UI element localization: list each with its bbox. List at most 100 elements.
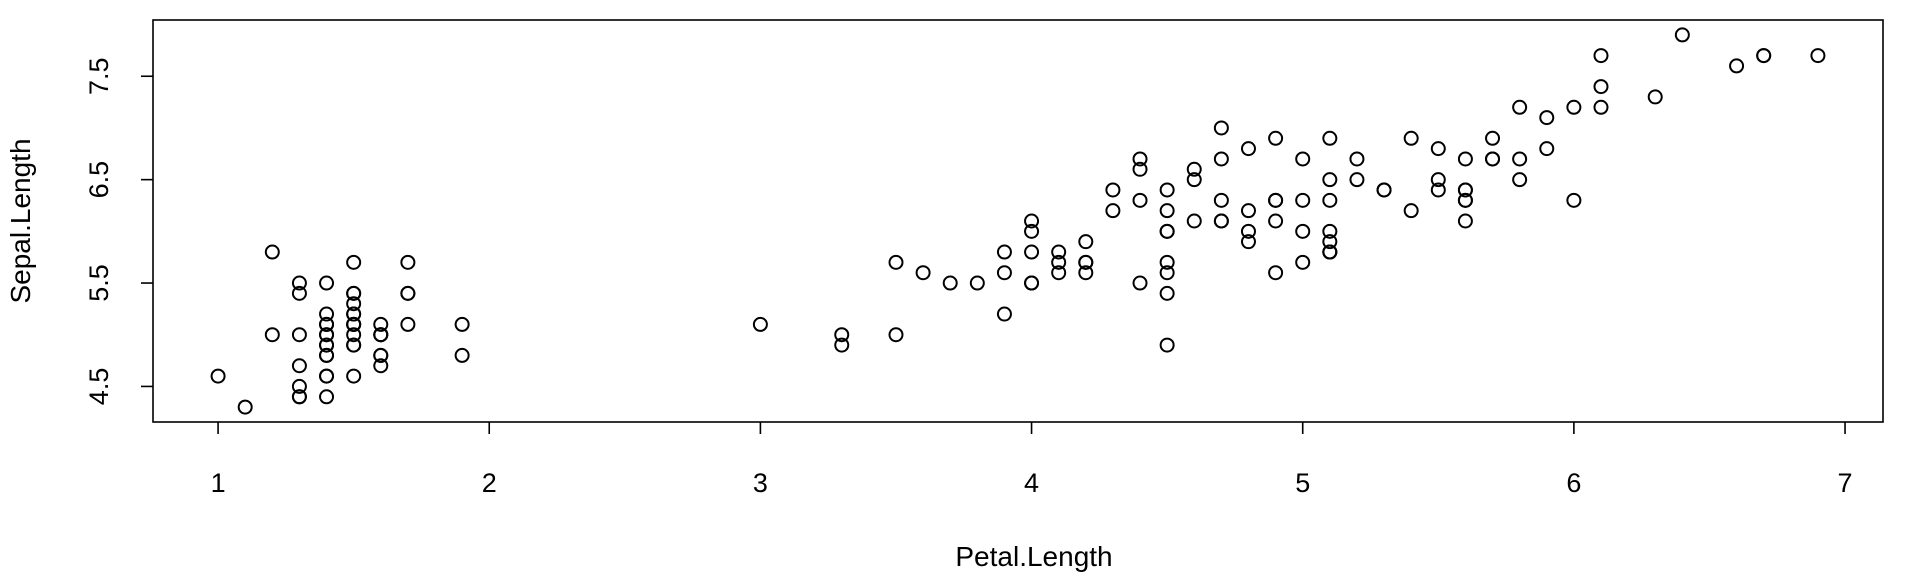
data-point-98: [752, 316, 768, 332]
data-point-34: [346, 337, 362, 353]
x-tick-label-6: 7: [1838, 468, 1853, 498]
data-point-37: [319, 337, 335, 353]
plot-frame: [152, 19, 1884, 423]
data-point-16: [291, 285, 307, 301]
data-point-92: [1024, 244, 1040, 260]
data-point-145: [1349, 151, 1365, 167]
data-point-88: [1051, 265, 1067, 281]
data-point-45: [319, 347, 335, 363]
data-point-127: [1268, 213, 1284, 229]
x-tick-label-5: 6: [1566, 468, 1581, 498]
data-point-86: [1213, 151, 1229, 167]
data-point-18: [400, 254, 416, 270]
data-point-59: [996, 306, 1012, 322]
data-point-143: [1539, 141, 1555, 157]
data-point-17: [319, 316, 335, 332]
data-point-35: [264, 327, 280, 343]
data-point-75: [1132, 161, 1148, 177]
data-point-7: [346, 327, 362, 343]
data-point-64: [915, 265, 931, 281]
data-point-122: [1756, 48, 1772, 64]
data-point-36: [291, 275, 307, 291]
data-point-31: [346, 285, 362, 301]
data-point-123: [1268, 192, 1284, 208]
data-point-44: [454, 316, 470, 332]
data-point-29: [373, 358, 389, 374]
data-point-49: [319, 327, 335, 343]
data-point-142: [1322, 244, 1338, 260]
data-point-73: [1213, 213, 1229, 229]
data-point-85: [1159, 223, 1175, 239]
data-point-77: [1295, 151, 1311, 167]
data-point-8: [319, 389, 335, 405]
data-point-90: [1132, 275, 1148, 291]
data-point-84: [1159, 285, 1175, 301]
data-point-87: [1132, 192, 1148, 208]
data-point-66: [1159, 265, 1175, 281]
data-point-42: [291, 389, 307, 405]
data-point-147: [1349, 172, 1365, 188]
data-point-51: [1159, 182, 1175, 198]
data-point-23: [400, 316, 416, 332]
y-tick-label-3: 7.5: [84, 57, 114, 95]
data-point-133: [1322, 192, 1338, 208]
data-point-55: [1159, 254, 1175, 270]
data-point-71: [1024, 213, 1040, 229]
y-tick-label-1: 5.5: [84, 264, 114, 302]
x-tick-label-3: 4: [1024, 468, 1039, 498]
data-point-40: [291, 327, 307, 343]
data-point-126: [1240, 203, 1256, 219]
data-point-30: [373, 347, 389, 363]
data-point-20: [400, 285, 416, 301]
data-point-134: [1457, 213, 1473, 229]
data-point-89: [1024, 275, 1040, 291]
data-point-125: [1566, 99, 1582, 115]
data-point-144: [1485, 151, 1501, 167]
y-axis-title: Sepal.Length: [5, 138, 36, 303]
data-point-13: [237, 399, 253, 415]
data-point-3: [346, 368, 362, 384]
data-point-131: [1674, 27, 1690, 43]
data-point-60: [888, 327, 904, 343]
data-point-102: [1539, 110, 1555, 126]
x-axis: 1 2 3 4 5 6 7: [211, 422, 1853, 498]
data-point-141: [1322, 130, 1338, 146]
data-point-14: [264, 244, 280, 260]
data-points: [210, 27, 1826, 415]
x-tick-label-2: 3: [753, 468, 768, 498]
data-point-115: [1376, 182, 1392, 198]
data-point-110: [1322, 172, 1338, 188]
x-axis-title: Petal.Length: [955, 541, 1112, 572]
data-point-68: [1159, 203, 1175, 219]
data-point-120: [1485, 130, 1501, 146]
data-point-112: [1430, 141, 1446, 157]
data-point-32: [346, 306, 362, 322]
data-point-116: [1430, 172, 1446, 188]
x-tick-label-4: 5: [1295, 468, 1310, 498]
data-point-106: [1159, 337, 1175, 353]
data-point-57: [834, 337, 850, 353]
data-point-69: [996, 265, 1012, 281]
data-point-67: [1051, 244, 1067, 260]
data-point-140: [1457, 151, 1473, 167]
data-point-129: [1512, 99, 1528, 115]
data-point-43: [373, 327, 389, 343]
data-point-46: [373, 316, 389, 332]
data-point-118: [1810, 48, 1826, 64]
data-point-119: [1295, 223, 1311, 239]
data-point-41: [291, 378, 307, 394]
data-point-136: [1457, 192, 1473, 208]
y-tick-label-0: 4.5: [84, 368, 114, 406]
data-point-74: [1105, 182, 1121, 198]
data-point-104: [1512, 172, 1528, 188]
data-point-52: [1268, 130, 1284, 146]
data-point-22: [210, 368, 226, 384]
data-point-79: [888, 254, 904, 270]
data-point-65: [1132, 151, 1148, 167]
data-point-62: [1024, 223, 1040, 239]
data-point-108: [1512, 151, 1528, 167]
data-point-135: [1593, 48, 1609, 64]
x-tick-label-1: 2: [482, 468, 497, 498]
data-point-138: [1240, 223, 1256, 239]
data-point-139: [1403, 130, 1419, 146]
